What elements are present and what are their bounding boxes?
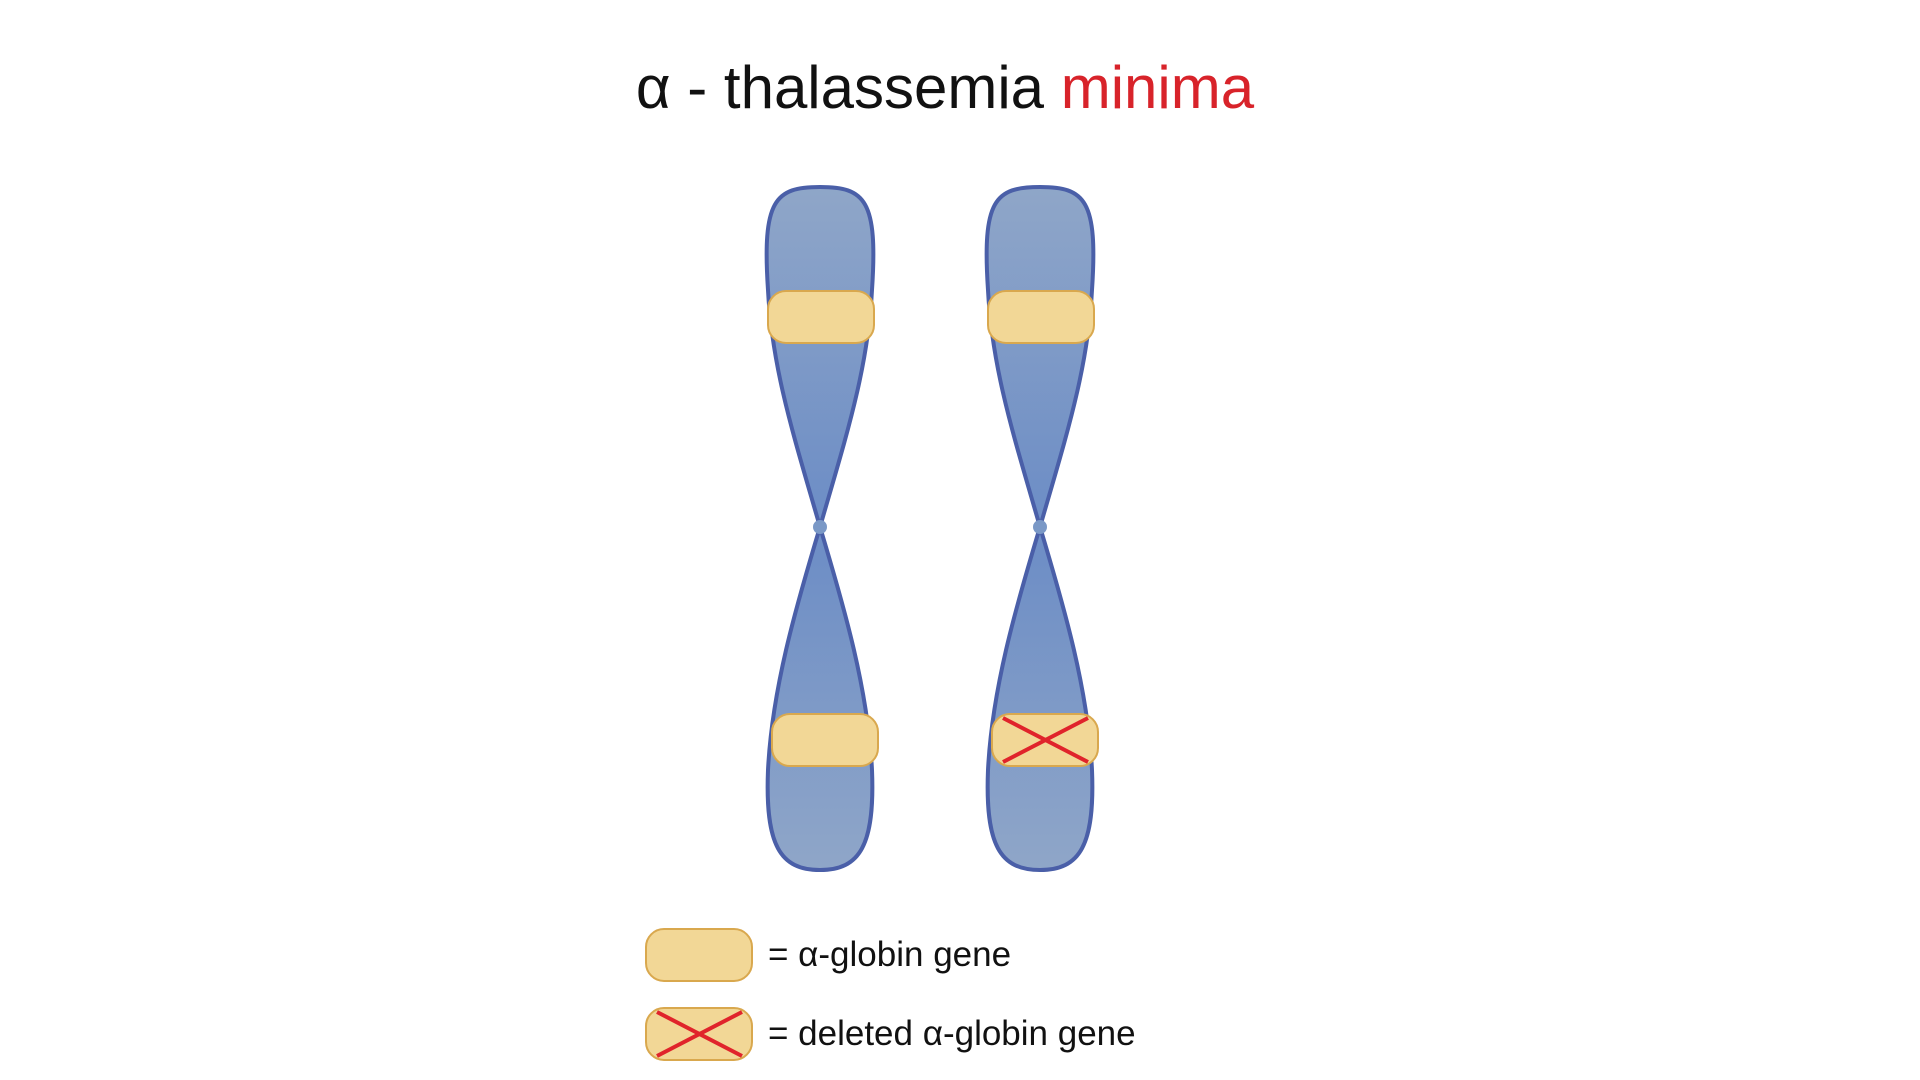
alpha-globin-gene bbox=[771, 713, 879, 767]
title-prefix: α - thalassemia bbox=[635, 54, 1061, 121]
centromere bbox=[813, 520, 827, 534]
centromere bbox=[1033, 520, 1047, 534]
deleted-alpha-globin-gene bbox=[991, 713, 1099, 767]
page-title: α - thalassemia minima bbox=[0, 52, 1890, 124]
chromosome-2 bbox=[984, 184, 1099, 873]
alpha-globin-gene bbox=[767, 290, 875, 344]
legend-gene-swatch bbox=[645, 928, 753, 982]
legend-gene-label: = α-globin gene bbox=[768, 935, 1012, 974]
chromosome-1 bbox=[764, 184, 879, 873]
alpha-globin-gene bbox=[987, 290, 1095, 344]
legend-deleted-gene-swatch bbox=[645, 1007, 753, 1061]
deletion-cross-mark bbox=[1002, 716, 1089, 764]
legend bbox=[645, 928, 753, 1061]
title-highlight: minima bbox=[1060, 54, 1255, 121]
legend-deleted-gene-label: = deleted α-globin gene bbox=[768, 1014, 1136, 1053]
